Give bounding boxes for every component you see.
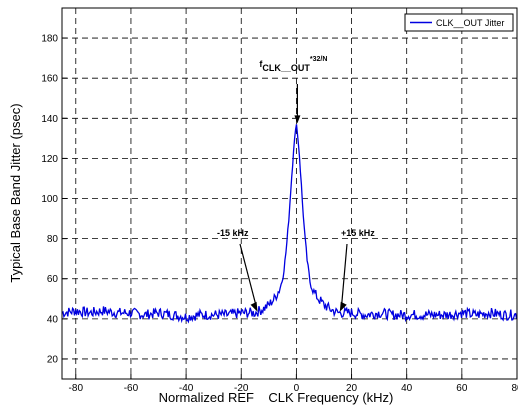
legend-box: [404, 13, 514, 32]
series-line-clk-out-jitter: [61, 124, 518, 324]
x-tick-label: 40: [401, 383, 413, 394]
legend-entry: CLK__OUT Jitter: [436, 18, 504, 28]
annotation-plus15-label: +15 kHz: [341, 228, 375, 238]
annotation-center-sup: *32/N: [310, 56, 328, 63]
y-tick-label: 160: [41, 74, 58, 85]
legend: CLK__OUT Jitter: [404, 13, 514, 32]
x-tick-label: 0: [294, 383, 300, 394]
x-tick-label: -80: [69, 383, 84, 394]
x-tick-label: 20: [346, 383, 358, 394]
annotation-minus15-arrowhead: [250, 301, 258, 312]
x-tick-label: 80: [511, 383, 518, 394]
annotation-plus15-arrow: [341, 243, 348, 304]
y-tick-label: 80: [47, 234, 59, 245]
annotation-center-arrowhead: [294, 115, 301, 124]
annotation-minus15-label: -15 kHz: [217, 228, 249, 238]
y-tick-label: 100: [41, 194, 58, 205]
x-tick-label: -40: [179, 383, 194, 394]
y-tick-label: 40: [47, 314, 59, 325]
y-tick-label: 120: [41, 154, 58, 165]
x-tick-label: -20: [234, 383, 249, 394]
series-layer: [61, 124, 518, 324]
ticks: -80 -60 -40 -20 0 20 40 60 80 20 40 60 80 100 120 140 16…: [41, 34, 518, 394]
x-tick-label: -60: [124, 383, 139, 394]
x-tick-label: 60: [456, 383, 468, 394]
y-tick-label: 60: [47, 274, 59, 285]
annotations: fCLK__OUT*32/N -15 kHz +15 kHz: [217, 56, 375, 312]
annotation-plus15-arrowhead: [339, 301, 347, 312]
y-tick-label: 140: [41, 114, 58, 125]
annotation-center-sub: CLK__OUT: [262, 63, 310, 73]
y-axis-label: Typical Base Band Jitter (psec): [8, 103, 23, 282]
x-axis-label: Normalized REF CLK Frequency (kHz): [159, 390, 394, 405]
plot-frame: [61, 7, 518, 380]
annotation-center-label: fCLK__OUT*32/N: [259, 56, 327, 73]
y-tick-label: 180: [41, 34, 58, 45]
y-tick-label: 20: [47, 354, 59, 365]
annotation-center-main: f: [259, 59, 263, 69]
annotation-minus15-arrow: [239, 243, 257, 304]
